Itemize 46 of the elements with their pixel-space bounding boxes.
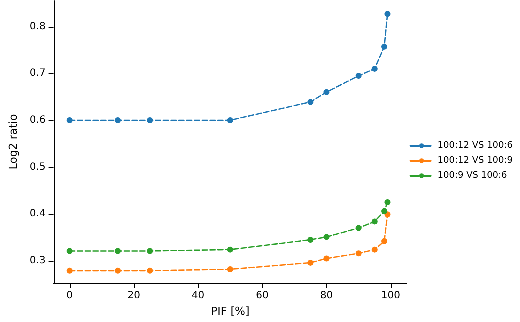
point (115, 248, 122, 254)
point (382, 208, 388, 214)
point (382, 238, 388, 244)
point (227, 246, 234, 253)
point (115, 117, 122, 124)
point (227, 266, 234, 273)
point (308, 99, 314, 106)
x-tick-label: 100 (381, 290, 400, 302)
x-axis-title: PIF [%] (211, 305, 250, 318)
point (66, 248, 73, 254)
point (372, 218, 378, 225)
x-tick-label: 60 (256, 290, 269, 302)
y-tick-label: 0.3 (30, 256, 46, 267)
y-tick-label: 0.7 (30, 68, 46, 80)
y-tick-label: 0.4 (30, 208, 46, 220)
point (66, 117, 73, 124)
point (372, 66, 378, 72)
y-tick-label: 0.8 (30, 21, 46, 32)
point (66, 268, 73, 274)
point (324, 234, 330, 240)
point (356, 250, 362, 257)
point (227, 117, 234, 124)
point (384, 11, 391, 18)
point (324, 256, 330, 262)
x-tick-label: 40 (192, 290, 205, 302)
x-tick-label: 80 (320, 290, 334, 302)
y-axis-title: Log2 ratio (7, 114, 20, 170)
y-tick-label: 0.5 (30, 162, 46, 173)
point (356, 225, 362, 232)
x-tick-label: 20 (128, 290, 140, 302)
point (308, 236, 314, 243)
point (147, 117, 154, 124)
point (147, 268, 154, 274)
x-tick-label: 0 (66, 290, 74, 302)
point (308, 260, 314, 266)
y-tick-label: 0.6 (30, 114, 46, 126)
point (372, 246, 378, 253)
point (115, 268, 122, 274)
legend-label: 100:12 VS 100:6 (438, 141, 514, 151)
point (324, 89, 330, 96)
point (382, 44, 388, 50)
point (147, 248, 154, 254)
point (384, 200, 391, 206)
legend-label: 100:9 VS 100:6 (438, 171, 508, 181)
legend-label: 100:12 VS 100:9 (438, 156, 514, 166)
point (356, 72, 362, 79)
